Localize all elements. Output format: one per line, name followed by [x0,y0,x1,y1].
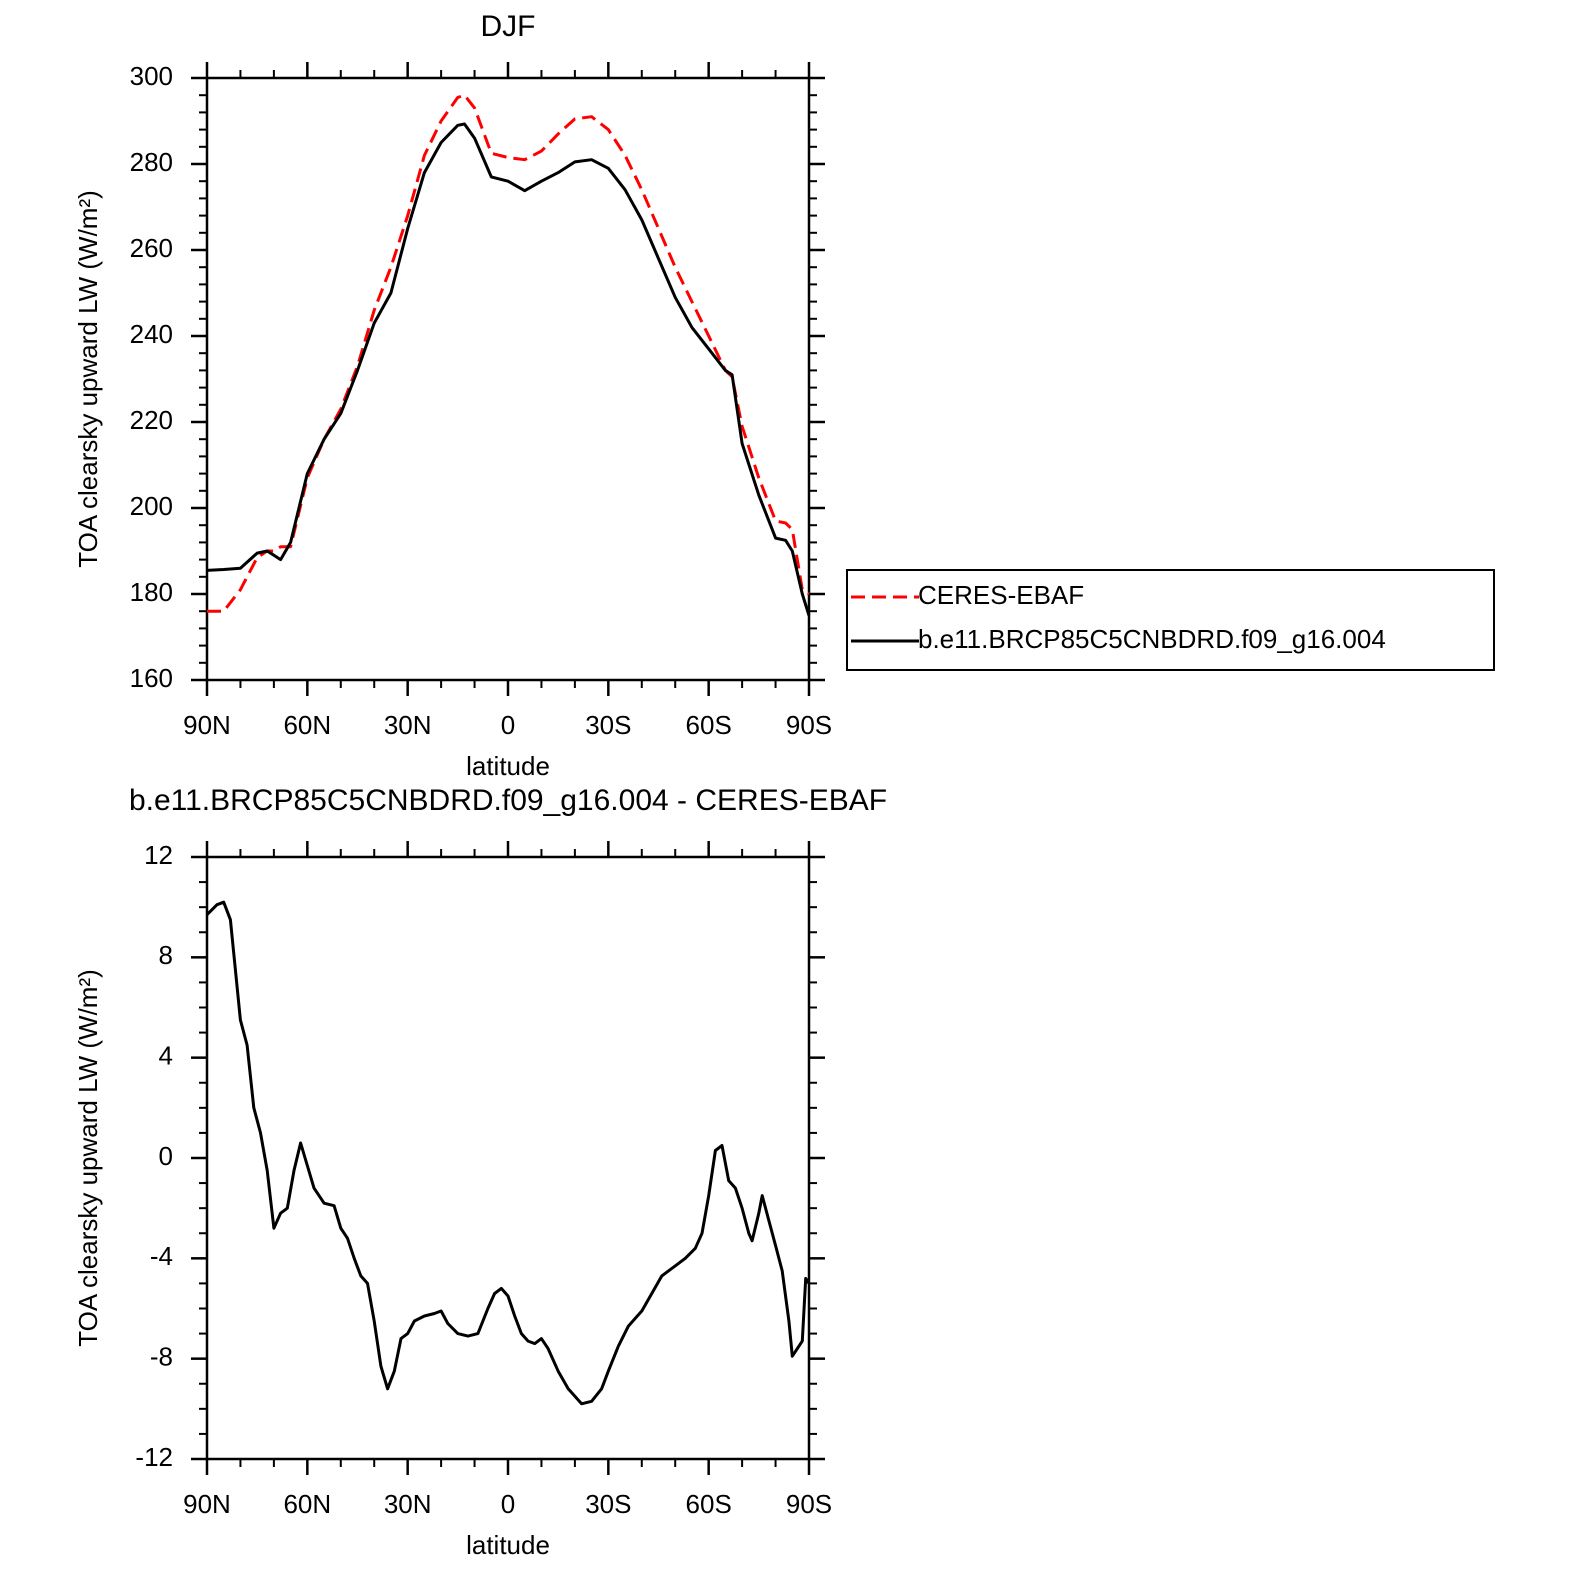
chart: b.e11.BRCP85C5CNBDRD.f09_g16.004 - CERES… [73,784,887,1560]
legend-label: b.e11.BRCP85C5CNBDRD.f09_g16.004 [918,624,1386,654]
x-tick-label: 30N [384,1489,432,1519]
x-tick-label: 30S [585,1489,631,1519]
y-tick-label: 0 [159,1141,173,1171]
y-tick-label: 280 [130,147,173,177]
x-tick-label: 90N [183,710,231,740]
y-tick-label: 8 [159,940,173,970]
y-tick-label: 240 [130,319,173,349]
y-tick-label: 260 [130,233,173,263]
x-tick-label: 0 [501,1489,515,1519]
chart: DJF latitude TOA clearsky upward LW (W/m²)… [73,10,1495,781]
y-tick-label: 12 [144,840,173,870]
x-tick-label: 60N [283,1489,331,1519]
x-tick-label: 30S [585,710,631,740]
y-tick-label: -12 [135,1442,173,1472]
x-axis-label: latitude [466,751,550,781]
y-tick-label: 160 [130,663,173,693]
chart-title: b.e11.BRCP85C5CNBDRD.f09_g16.004 - CERES… [129,784,887,817]
x-axis-label: latitude [466,1530,550,1560]
y-tick-label: 4 [159,1041,173,1071]
data-line [206,122,811,616]
y-axis-label: TOA clearsky upward LW (W/m²) [73,969,103,1347]
x-tick-label: 90S [786,1489,832,1519]
y-tick-label: 220 [130,405,173,435]
x-tick-label: 90S [786,710,832,740]
legend: CERES-EBAF b.e11.BRCP85C5CNBDRD.f09_g16.0… [846,569,1495,671]
y-tick-label: -4 [150,1241,173,1271]
legend-box [846,569,1495,671]
legend-label: CERES-EBAF [918,580,1084,610]
x-tick-label: 60S [686,710,732,740]
data-line [207,93,810,613]
y-tick-label: -8 [150,1342,173,1372]
y-tick-label: 300 [130,61,173,91]
x-tick-label: 60N [283,710,331,740]
x-tick-label: 30N [384,710,432,740]
y-tick-label: 180 [130,577,173,607]
plot-frame [205,76,811,682]
x-tick-label: 90N [183,1489,231,1519]
x-tick-label: 0 [501,710,515,740]
y-tick-label: 200 [130,491,173,521]
data-line [205,900,811,1406]
x-tick-label: 60S [686,1489,732,1519]
y-axis-label: TOA clearsky upward LW (W/m²) [73,190,103,568]
chart-title: DJF [481,10,536,43]
